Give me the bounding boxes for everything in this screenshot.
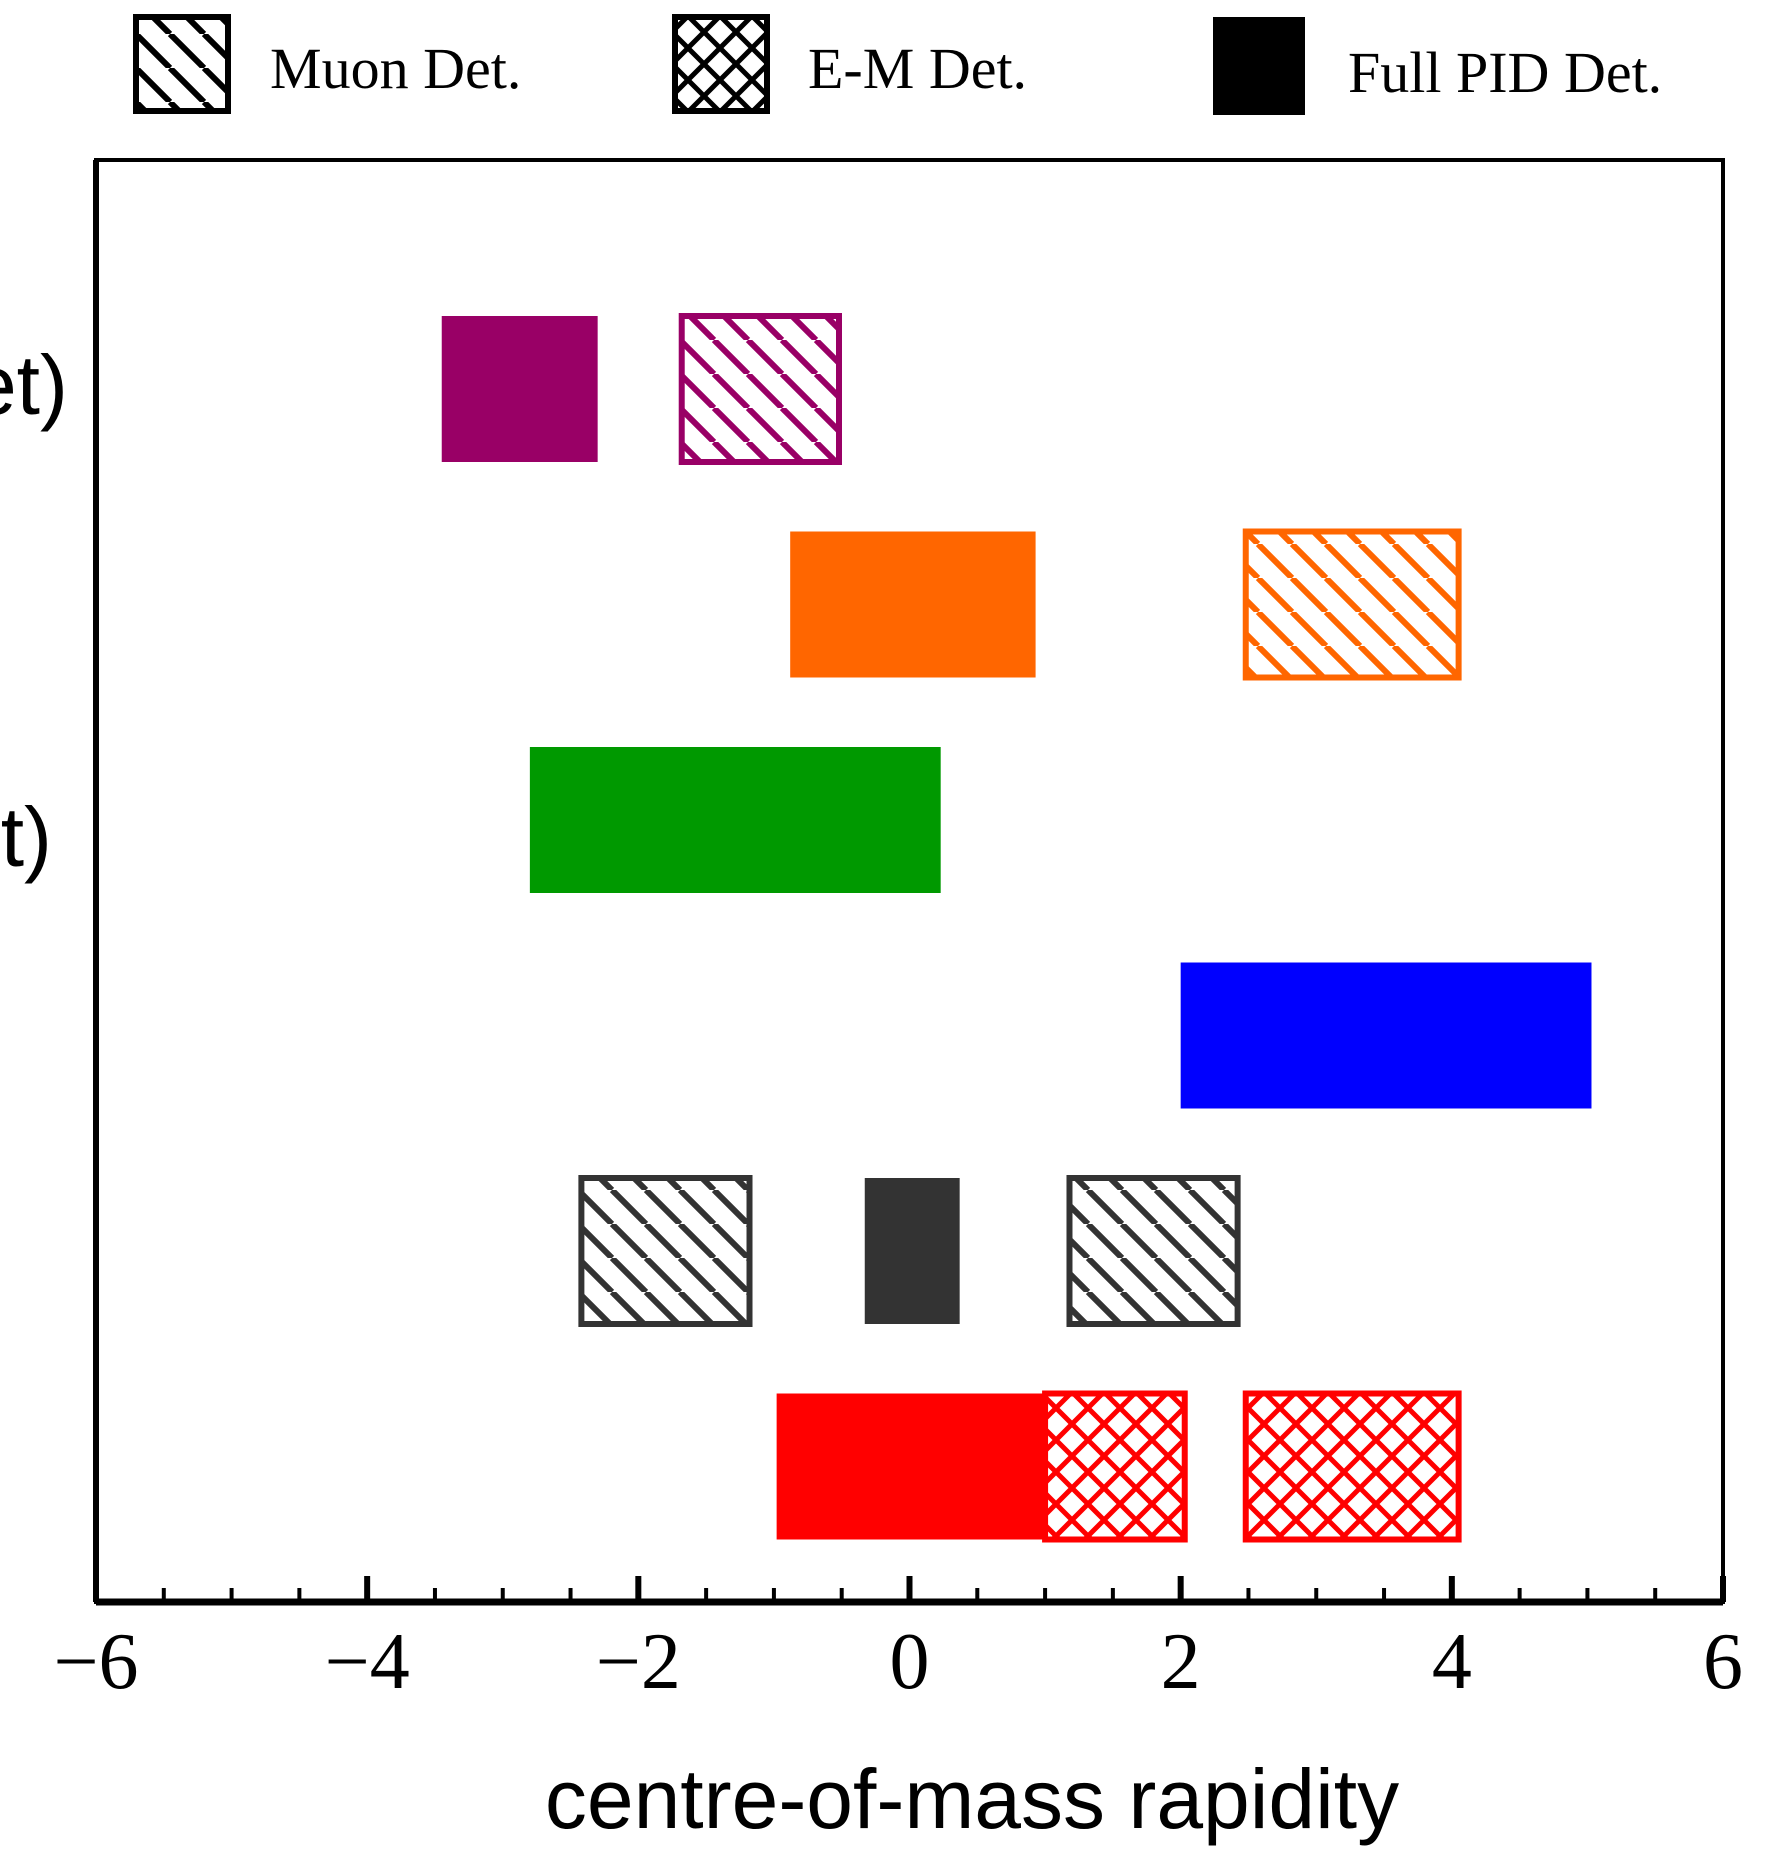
x-tick-label: −6 <box>53 1618 138 1706</box>
bars-layer <box>441 313 1592 1543</box>
bar-row1-range2-diagonal <box>678 313 842 465</box>
legend-label: Full PID Det. <box>1348 40 1662 105</box>
x-tick-label: −2 <box>596 1618 681 1706</box>
legend-swatch-crosshatch <box>672 14 770 114</box>
legend-swatch-diagonal <box>133 14 231 114</box>
legend-entry-muon: Muon Det. <box>133 14 521 114</box>
legend-entry-em: E-M Det. <box>672 14 1027 114</box>
legend-label: Muon Det. <box>270 36 521 101</box>
x-tick-label: 6 <box>1703 1618 1743 1706</box>
x-tick-label: −4 <box>325 1618 410 1706</box>
row-label-3: t) <box>1 790 52 884</box>
bar-row5-range2-solid <box>864 1178 960 1324</box>
bar-row5-range3-diagonal <box>1066 1175 1241 1327</box>
bar-row2-range2-diagonal <box>1242 528 1462 681</box>
bar-row6-range3-crosshatch <box>1242 1390 1462 1543</box>
legend: Muon Det. E-M Det. Full PID Det. <box>133 14 1662 115</box>
x-tick-label: 0 <box>890 1618 930 1706</box>
x-axis-title: centre-of-mass rapidity <box>545 1752 1399 1846</box>
bar-row6-range2-crosshatch <box>1042 1390 1188 1543</box>
legend-label: E-M Det. <box>808 36 1027 101</box>
bar-row4-range1-solid <box>1180 962 1592 1109</box>
legend-swatch-solid <box>1213 17 1305 115</box>
bar-row5-range1-diagonal <box>578 1175 753 1327</box>
x-tick-label: 2 <box>1161 1618 1201 1706</box>
bar-row6-range1-solid <box>776 1393 1046 1540</box>
bar-row2-range1-solid <box>790 531 1036 678</box>
x-ticks <box>93 1576 1726 1602</box>
legend-entry-fullpid: Full PID Det. <box>1213 17 1662 115</box>
x-tick-label: 4 <box>1432 1618 1472 1706</box>
bar-row3-range1-solid <box>529 747 941 893</box>
row-label-1: et) <box>0 338 68 432</box>
bar-row1-range1-solid <box>441 316 598 462</box>
x-tick-labels: −6 −4 −2 0 2 4 6 <box>53 1618 1743 1706</box>
